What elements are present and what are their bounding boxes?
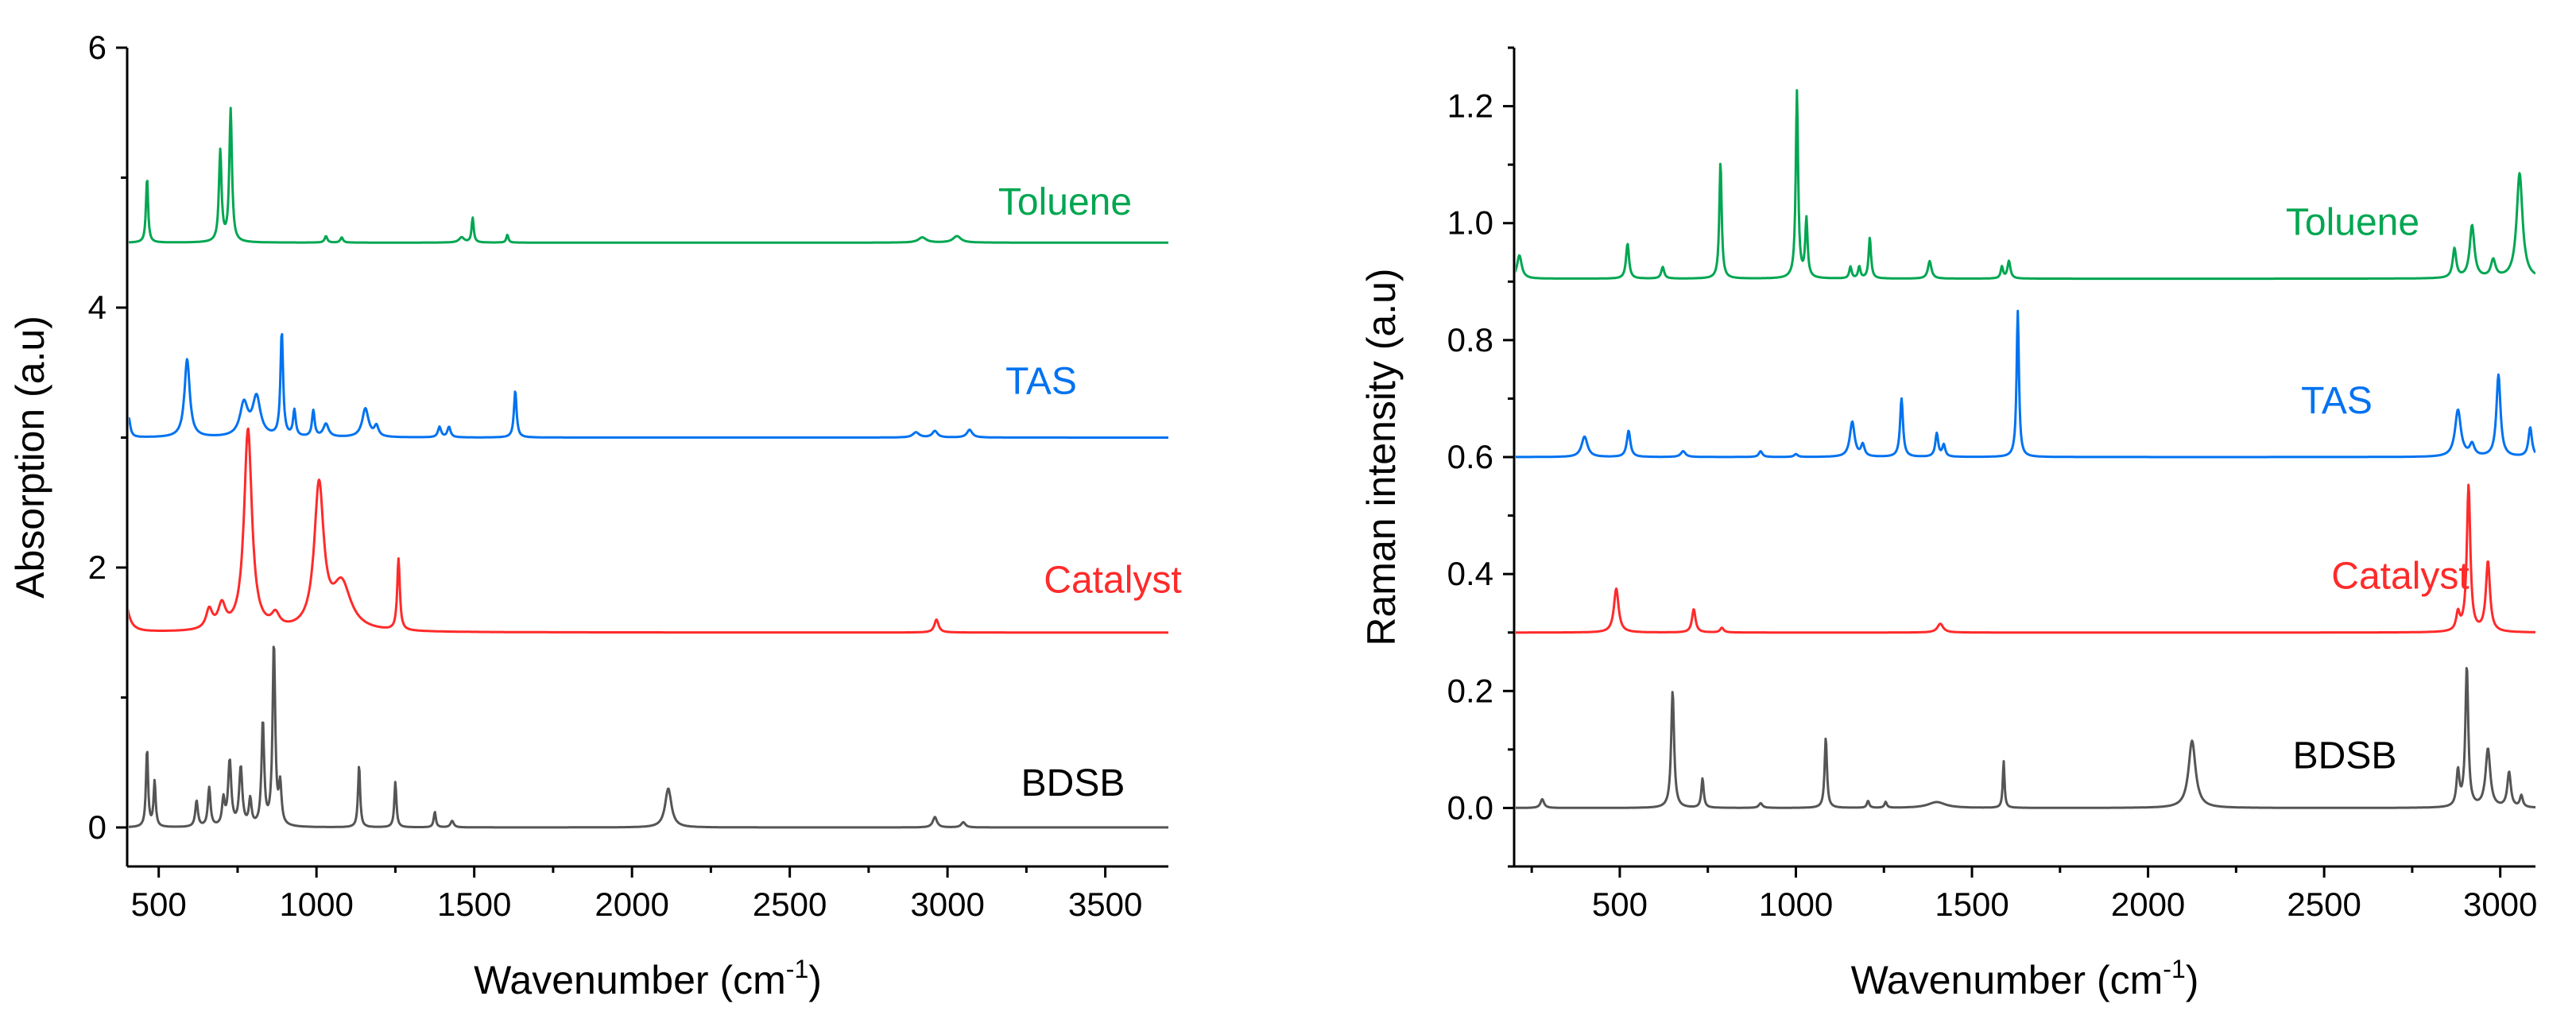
raman-panel: 500 1000 1500 2000 2500 3000 0.0 0.2 0.4 0.6 0.8 1.…: [1359, 46, 2537, 1002]
x-axis-title-main: Wavenumber (cm: [474, 958, 786, 1002]
x-tick-label: 3000: [910, 886, 984, 923]
x-axis-title-superscript: -1: [786, 955, 808, 983]
series-label-tas: TAS: [2301, 380, 2373, 422]
y-tick-label: 0.6: [1447, 438, 1493, 475]
series-label-bdsb: BDSB: [2293, 734, 2397, 777]
y-tick-label: 0.2: [1447, 672, 1493, 709]
y-tick-label: 0: [88, 808, 107, 846]
series-line-tas: [129, 332, 1168, 439]
x-tick-label: 2500: [753, 886, 827, 923]
series-label-toluene: Toluene: [2286, 202, 2419, 244]
x-axis-title: Wavenumber (cm-1): [474, 955, 822, 1002]
x-tick-label: 3500: [1068, 886, 1142, 923]
y-tick-label: 0.0: [1447, 789, 1493, 826]
y-tick-label: 0.4: [1447, 555, 1493, 592]
x-axis-title-superscript: -1: [2163, 955, 2185, 983]
series-label-tas: TAS: [1005, 360, 1077, 402]
y-tick-label: 6: [88, 29, 107, 66]
series-line-bdsb: [129, 645, 1168, 829]
series-line-catalyst: [1516, 483, 2535, 634]
x-axis-title-end: ): [2186, 958, 2199, 1002]
series-line-tas: [1516, 309, 2535, 459]
x-tick-label: 2500: [2287, 886, 2361, 923]
x-tick-label: 1500: [1935, 886, 2009, 923]
y-axis-title: Raman intensity (a.u): [1359, 268, 1404, 645]
series-line-catalyst: [129, 427, 1168, 634]
series-line-toluene: [1516, 89, 2535, 281]
y-tick-label: 0.8: [1447, 321, 1493, 359]
series-label-bdsb: BDSB: [1021, 762, 1125, 804]
x-tick-label: 2000: [2111, 886, 2185, 923]
x-tick-label: 1000: [1759, 886, 1833, 923]
y-tick-label: 4: [88, 289, 107, 326]
y-tick-label: 2: [88, 548, 107, 586]
x-tick-label: 500: [1592, 886, 1648, 923]
y-axis-title: Absorption (a.u): [8, 316, 52, 599]
series-label-catalyst: Catalyst: [1044, 560, 1181, 602]
series-line-bdsb: [1516, 667, 2535, 809]
x-tick-label: 500: [131, 886, 187, 923]
x-tick-label: 1500: [437, 886, 511, 923]
y-tick-label: 1.0: [1447, 204, 1493, 242]
series-line-toluene: [129, 107, 1168, 244]
x-tick-label: 1000: [279, 886, 353, 923]
x-tick-label: 2000: [595, 886, 668, 923]
x-axis-title-main: Wavenumber (cm: [1851, 958, 2163, 1002]
series-label-catalyst: Catalyst: [2331, 556, 2469, 598]
x-axis-title: Wavenumber (cm-1): [1851, 955, 2199, 1002]
absorption-panel: 500 1000 1500 2000 2500 3000 3500 0 2 4 6 Wavenumbe…: [8, 29, 1182, 1002]
x-axis-title-end: ): [808, 958, 822, 1002]
y-tick-label: 1.2: [1447, 87, 1493, 125]
series-label-toluene: Toluene: [998, 181, 1132, 223]
x-tick-label: 3000: [2463, 886, 2537, 923]
